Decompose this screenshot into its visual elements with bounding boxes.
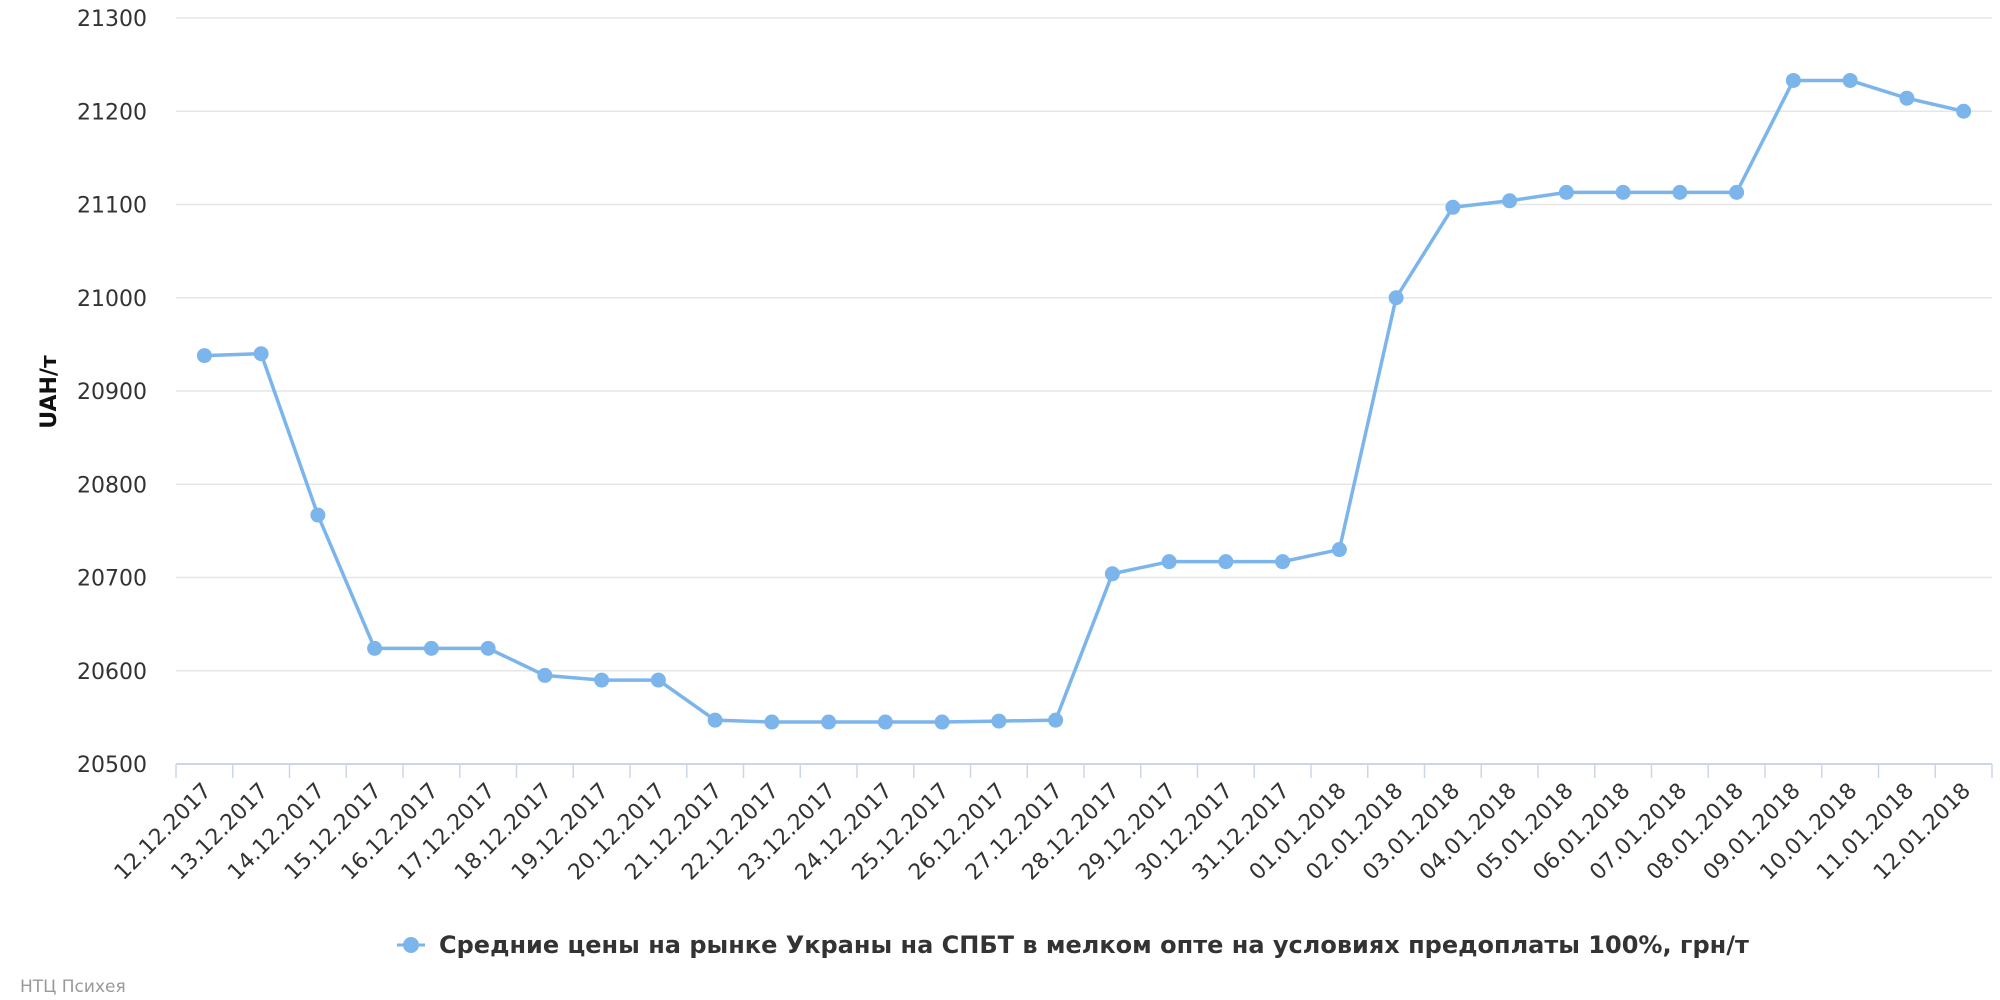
series-line-path	[202, 78, 1966, 724]
data-point[interactable]	[1218, 554, 1234, 570]
y-axis: 20500 20600 20700 20800 20900 21000 21100 21200…	[77, 7, 147, 778]
data-point[interactable]	[707, 712, 723, 728]
data-point[interactable]	[1785, 72, 1801, 88]
data-point[interactable]	[594, 672, 610, 688]
x-tick-label: 12.12.2017	[110, 779, 217, 886]
data-point[interactable]	[1275, 554, 1291, 570]
y-tick-label: 20700	[77, 567, 147, 592]
y-tick-label: 21300	[77, 7, 147, 32]
data-point[interactable]	[423, 640, 439, 656]
data-point[interactable]	[1048, 712, 1064, 728]
legend-label[interactable]: Средние цены на рынке Украны на СПБТ в м…	[439, 931, 1749, 959]
data-point[interactable]	[1104, 566, 1120, 582]
y-tick-label: 21100	[77, 194, 147, 219]
data-point[interactable]	[1445, 199, 1461, 215]
y-tick-label: 21200	[77, 100, 147, 125]
data-point[interactable]	[310, 507, 326, 523]
legend[interactable]: Средние цены на рынке Украны на СПБТ в м…	[397, 931, 1749, 959]
data-point[interactable]	[1388, 290, 1404, 306]
legend-marker-swatch	[403, 937, 419, 953]
data-point[interactable]	[367, 640, 383, 656]
data-point[interactable]	[1331, 542, 1347, 558]
data-point[interactable]	[1956, 103, 1972, 119]
grid-lines	[176, 17, 1992, 672]
data-point[interactable]	[1558, 184, 1574, 200]
y-tick-label: 20600	[77, 660, 147, 685]
credits-label[interactable]: НТЦ Психея	[20, 977, 126, 997]
data-point[interactable]	[877, 714, 893, 730]
y-tick-label: 21000	[77, 287, 147, 312]
data-point[interactable]	[1502, 193, 1518, 209]
data-point[interactable]	[537, 667, 553, 683]
data-point[interactable]	[991, 713, 1007, 729]
data-point[interactable]	[650, 672, 666, 688]
y-axis-title: UAH/т	[37, 355, 62, 429]
x-axis: 12.12.201713.12.201714.12.201715.12.2017…	[110, 763, 1993, 886]
data-point[interactable]	[480, 640, 496, 656]
data-point[interactable]	[1161, 554, 1177, 570]
y-tick-label: 20800	[77, 473, 147, 498]
data-point[interactable]	[1842, 72, 1858, 88]
data-point[interactable]	[253, 346, 269, 362]
data-point[interactable]	[1672, 184, 1688, 200]
data-point[interactable]	[1899, 90, 1915, 106]
data-point[interactable]	[1729, 184, 1745, 200]
data-point[interactable]	[196, 348, 212, 364]
data-point[interactable]	[934, 714, 950, 730]
y-tick-label: 20900	[77, 380, 147, 405]
data-point[interactable]	[764, 714, 780, 730]
y-tick-label: 20500	[77, 753, 147, 778]
series-line[interactable]	[196, 72, 1972, 730]
data-point[interactable]	[821, 714, 837, 730]
data-point[interactable]	[1615, 184, 1631, 200]
